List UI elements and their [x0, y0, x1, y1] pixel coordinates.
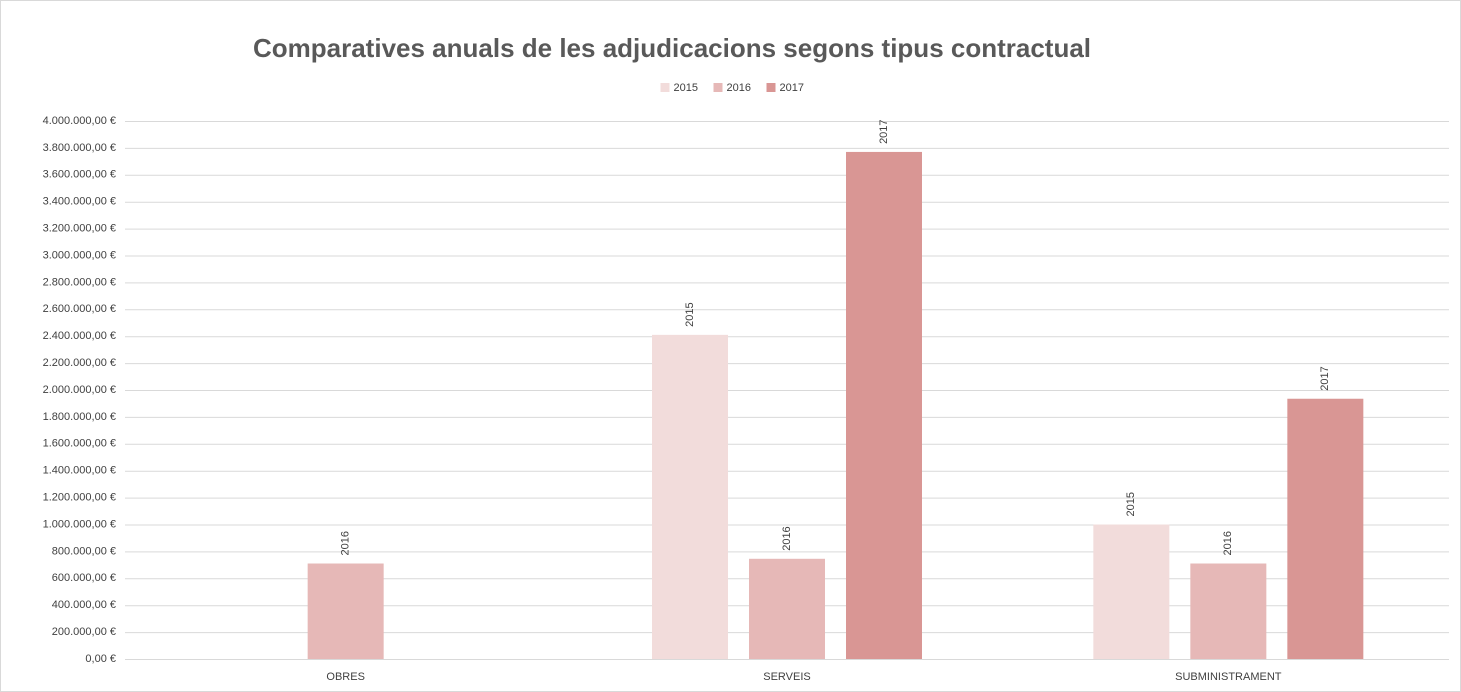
- y-tick-label: 1.200.000,00 €: [43, 492, 116, 504]
- legend-label: 2017: [780, 82, 804, 94]
- y-tick-label: 200.000,00 €: [52, 626, 116, 638]
- bar: [1190, 563, 1267, 659]
- data-label: 2016: [781, 526, 793, 550]
- data-label: 2017: [878, 119, 890, 143]
- y-tick-label: 3.200.000,00 €: [43, 223, 116, 235]
- chart-title: Comparatives anuals de les adjudicacions…: [253, 33, 1091, 63]
- x-tick-label: SERVEIS: [763, 671, 811, 683]
- y-tick-label: 2.600.000,00 €: [43, 303, 116, 315]
- y-tick-label: 2.000.000,00 €: [43, 384, 116, 396]
- legend-swatch: [660, 83, 670, 92]
- y-tick-label: 2.200.000,00 €: [43, 357, 116, 369]
- legend-swatch: [713, 83, 723, 92]
- y-tick-label: 2.800.000,00 €: [43, 276, 116, 288]
- y-tick-label: 0,00 €: [85, 653, 116, 665]
- bar: [1093, 524, 1170, 659]
- legend-swatch: [766, 83, 776, 92]
- bar: [749, 558, 825, 659]
- y-tick-label: 400.000,00 €: [52, 599, 116, 611]
- y-tick-label: 1.400.000,00 €: [43, 465, 116, 477]
- x-tick-label: OBRES: [326, 671, 365, 683]
- y-tick-label: 4.000.000,00 €: [43, 115, 116, 127]
- data-label: 2016: [340, 531, 352, 555]
- y-tick-label: 2.400.000,00 €: [43, 330, 116, 342]
- data-label: 2015: [1125, 492, 1137, 516]
- y-tick-label: 3.000.000,00 €: [43, 249, 116, 261]
- y-tick-label: 1.800.000,00 €: [43, 411, 116, 423]
- y-tick-label: 800.000,00 €: [52, 545, 116, 557]
- bar: [1287, 398, 1364, 659]
- y-tick-label: 3.600.000,00 €: [43, 169, 116, 181]
- y-tick-label: 3.800.000,00 €: [43, 142, 116, 154]
- data-label: 2016: [1222, 531, 1234, 555]
- data-label: 2017: [1319, 366, 1331, 390]
- y-tick-label: 1.000.000,00 €: [43, 518, 116, 530]
- legend-label: 2016: [727, 82, 751, 94]
- data-label: 2015: [684, 302, 696, 326]
- bar: [652, 334, 728, 659]
- y-tick-label: 600.000,00 €: [52, 572, 116, 584]
- legend-label: 2015: [674, 82, 698, 94]
- y-tick-label: 3.400.000,00 €: [43, 196, 116, 208]
- bar: [846, 151, 922, 659]
- bar: [307, 563, 384, 659]
- y-tick-label: 1.600.000,00 €: [43, 438, 116, 450]
- x-tick-label: SUBMINISTRAMENT: [1175, 671, 1282, 683]
